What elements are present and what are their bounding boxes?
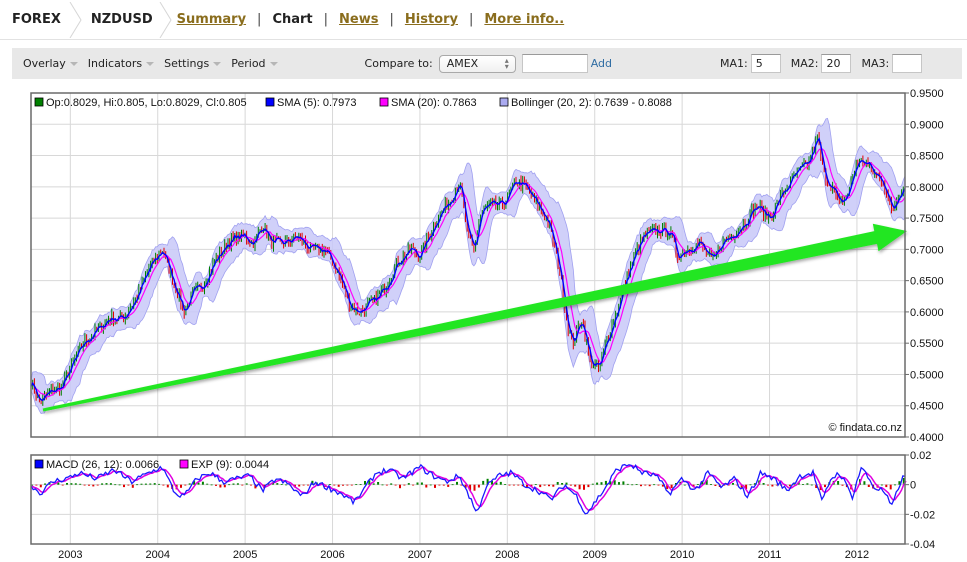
top-navigation: FOREX NZDUSD Summary | Chart | News | Hi… <box>0 0 967 40</box>
ma1-input[interactable]: 5 <box>750 54 781 73</box>
watermark: © findata.co.nz <box>828 422 902 434</box>
x-tick-label: 2010 <box>670 549 694 561</box>
period-menu-label: Period <box>231 57 266 70</box>
tab-chart[interactable]: Chart <box>272 12 313 27</box>
compare-label: Compare to: <box>364 57 433 70</box>
tab-news[interactable]: News <box>339 12 379 27</box>
indicators-menu[interactable]: Indicators <box>87 57 155 70</box>
y-tick-label: -0.04 <box>910 539 935 551</box>
y-tick-label: 0.4500 <box>910 401 944 413</box>
breadcrumb-nzdusd-label: NZDUSD <box>90 12 153 27</box>
indicators-menu-label: Indicators <box>87 57 143 70</box>
trend-arrow <box>42 223 907 412</box>
nav-separator: | <box>323 12 329 27</box>
x-tick-label: 2011 <box>758 549 782 561</box>
y-tick-label: -0.02 <box>910 509 935 521</box>
ma2-label: MA2: <box>790 57 819 70</box>
ma3-label: MA3: <box>861 57 890 70</box>
breadcrumb-separator-icon <box>159 1 172 38</box>
legend-sma20: SMA (20): 0.7863 <box>391 97 477 109</box>
breadcrumb-separator-icon <box>69 1 82 38</box>
settings-menu[interactable]: Settings <box>164 57 222 70</box>
sma20-line <box>30 147 906 398</box>
select-arrows-icon: ▴ ▾ <box>504 55 509 71</box>
chevron-down-icon <box>269 61 278 66</box>
compare-symbol-input[interactable] <box>521 54 588 73</box>
ma1-label: MA1: <box>720 57 748 70</box>
macd-line <box>30 463 906 515</box>
legend-exp: EXP (9): 0.0044 <box>191 459 269 471</box>
x-tick-label: 2003 <box>58 549 82 561</box>
x-tick-label: 2012 <box>845 549 869 561</box>
y-tick-label: 0.02 <box>910 450 931 462</box>
legend-swatch-sma20 <box>379 97 389 107</box>
y-tick-label: 0.6500 <box>910 276 944 288</box>
tab-history[interactable]: History <box>404 12 458 27</box>
legend-swatch-sma5 <box>265 97 275 107</box>
tab-summary[interactable]: Summary <box>176 12 247 27</box>
y-tick-label: 0.8000 <box>910 182 944 194</box>
price-panel: 0.9500 0.9000 0.8500 0.8000 0.7500 0.7000 0.65… <box>30 88 944 444</box>
ma2-input[interactable]: 20 <box>821 54 852 73</box>
compare-select[interactable]: AMEX ▴ ▾ <box>438 54 516 73</box>
legend-swatch-macd <box>34 459 44 469</box>
price-y-axis: 0.9500 0.9000 0.8500 0.8000 0.7500 0.7000 0.65… <box>905 88 944 444</box>
compare-select-value: AMEX <box>446 57 479 70</box>
nav-separator: | <box>257 12 262 27</box>
chevron-down-icon <box>146 61 155 66</box>
breadcrumb-forex[interactable]: FOREX <box>0 0 83 40</box>
y-tick-label: 0.7500 <box>910 213 944 225</box>
add-compare-link[interactable]: Add <box>590 57 612 70</box>
y-tick-label: 0.8500 <box>910 151 944 163</box>
section-links: Summary | Chart | News | History | More … <box>177 12 565 27</box>
legend-swatch-exp <box>179 459 189 469</box>
x-tick-label: 2005 <box>233 549 257 561</box>
period-menu[interactable]: Period <box>231 57 278 70</box>
legend-swatch-ohlc <box>34 97 44 107</box>
legend-macd: MACD (26, 12): 0.0066 <box>46 459 159 471</box>
chevron-down-icon <box>69 61 78 66</box>
price-legend: Op:0.8029, Hi:0.805, Lo:0.8029, Cl:0.805… <box>34 97 672 109</box>
chart-toolbar: Overlay Indicators Settings Period Compa… <box>12 48 962 79</box>
y-tick-label: 0.9500 <box>910 88 944 100</box>
x-tick-label: 2009 <box>582 549 606 561</box>
y-tick-label: 0.9000 <box>910 119 944 131</box>
x-tick-label: 2008 <box>495 549 519 561</box>
legend-bollinger: Bollinger (20, 2): 0.7639 - 0.8088 <box>511 97 672 109</box>
legend-sma5: SMA (5): 0.7973 <box>277 97 357 109</box>
y-tick-label: 0.7000 <box>910 244 944 256</box>
legend-swatch-bollinger <box>499 97 509 107</box>
exp-line <box>31 464 907 511</box>
sma5-line <box>30 136 906 402</box>
x-tick-label: 2006 <box>320 549 344 561</box>
y-tick-label: 0.5000 <box>910 369 944 381</box>
x-tick-label: 2004 <box>145 549 169 561</box>
breadcrumb-forex-label: FOREX <box>12 12 61 27</box>
chevron-down-icon <box>213 61 222 66</box>
x-axis: 2003 2004 2005 2006 2007 2008 2009 2010 2011 2012 <box>58 549 869 561</box>
ma3-input[interactable] <box>892 54 923 73</box>
overlay-menu-label: Overlay <box>23 57 66 70</box>
nav-separator: | <box>389 12 394 27</box>
macd-panel: 0.02 0 -0.02 -0.04 2003 2004 2005 2006 2007 2008… <box>30 450 935 561</box>
tab-more-info[interactable]: More info.. <box>484 12 565 27</box>
y-tick-label: 0.5500 <box>910 338 944 350</box>
nav-separator: | <box>468 12 474 27</box>
y-tick-label: 0.4000 <box>910 432 944 444</box>
y-tick-label: 0.6000 <box>910 307 944 319</box>
y-tick-label: 0 <box>910 480 916 492</box>
legend-ohlc: Op:0.8029, Hi:0.805, Lo:0.8029, Cl:0.805 <box>46 97 247 109</box>
settings-menu-label: Settings <box>164 57 210 70</box>
chart-area[interactable]: 0.9500 0.9000 0.8500 0.8000 0.7500 0.7000 0.65… <box>0 85 967 562</box>
breadcrumb-nzdusd[interactable]: NZDUSD <box>83 0 173 40</box>
x-tick-label: 2007 <box>408 549 432 561</box>
overlay-menu[interactable]: Overlay <box>23 57 78 70</box>
macd-legend: MACD (26, 12): 0.0066 EXP (9): 0.0044 <box>34 459 269 471</box>
macd-y-axis: 0.02 0 -0.02 -0.04 <box>905 450 935 551</box>
